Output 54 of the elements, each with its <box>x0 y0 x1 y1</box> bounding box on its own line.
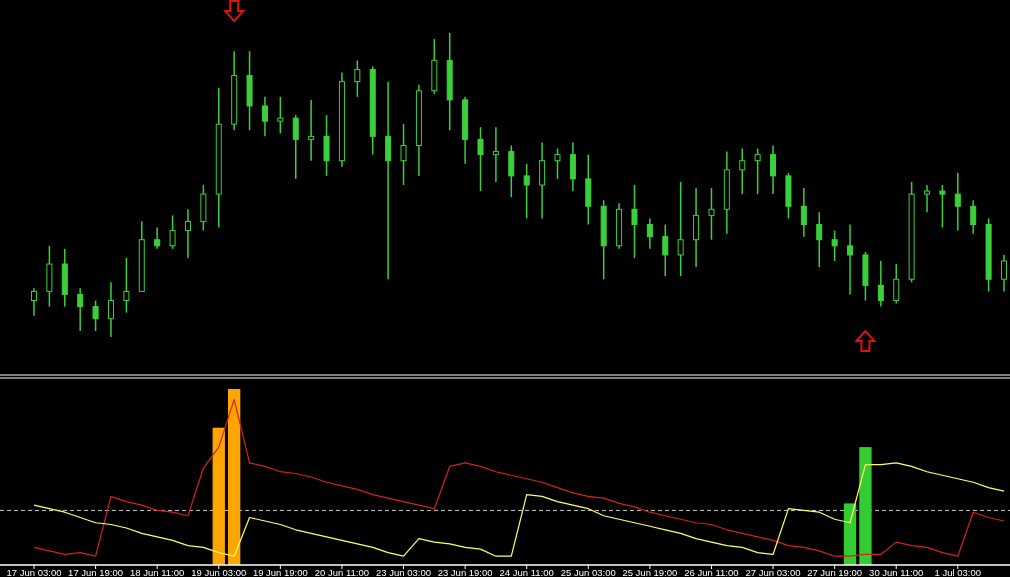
candlestick <box>677 181 684 277</box>
x-tick-label: 20 Jun 11:00 <box>314 567 370 577</box>
candlestick <box>184 208 191 259</box>
x-tick-label: 23 Jun 03:00 <box>376 567 431 577</box>
candlestick <box>954 172 961 232</box>
candlestick <box>31 287 37 317</box>
candlestick <box>800 187 807 238</box>
candlestick <box>107 281 114 338</box>
candlestick <box>169 214 176 250</box>
candlestick <box>477 126 484 192</box>
candlestick <box>92 299 99 332</box>
x-tick-label: 23 Jun 19:00 <box>437 567 493 577</box>
candlestick <box>123 257 130 314</box>
x-tick-label: 25 Jun 19:00 <box>622 567 678 577</box>
candlestick <box>739 147 746 195</box>
candlestick <box>77 287 84 332</box>
candlestick <box>816 211 823 268</box>
candlestick <box>831 229 838 262</box>
x-tick-label: 17 Jun 19:00 <box>68 567 124 577</box>
candlestick <box>277 96 284 135</box>
candlestick <box>631 184 638 259</box>
candlestick <box>523 162 530 220</box>
candlestick <box>708 187 715 241</box>
candlestick <box>261 96 268 138</box>
x-tick-label: 26 Jun 11:00 <box>684 567 739 577</box>
candlestick <box>970 199 977 235</box>
x-tick-label: 27 Jun 19:00 <box>807 567 863 577</box>
candlestick <box>754 147 761 195</box>
candlestick <box>492 126 499 183</box>
x-tick-label: 17 Jun 03:00 <box>6 567 62 577</box>
x-tick-label: 19 Jun 03:00 <box>191 567 247 577</box>
candlestick <box>400 123 407 186</box>
candlestick <box>1001 254 1007 293</box>
x-tick-label: 30 Jun 11:00 <box>869 567 924 577</box>
candlestick <box>770 144 777 195</box>
x-tick-label: 1 Jul 03:00 <box>934 567 982 577</box>
x-tick-label: 25 Jun 03:00 <box>560 567 616 577</box>
candlestick <box>847 223 854 296</box>
candlestick <box>662 223 669 277</box>
x-tick-label: 27 Jun 03:00 <box>745 567 801 577</box>
candlestick <box>308 99 315 162</box>
candlestick <box>154 226 161 250</box>
x-tick-label: 24 Jun 11:00 <box>499 567 554 577</box>
candlestick <box>354 59 361 98</box>
candlestick <box>893 263 900 305</box>
candlestick <box>924 184 931 214</box>
x-tick-label: 19 Jun 19:00 <box>252 567 308 577</box>
candlestick <box>646 217 653 250</box>
candlestick <box>292 114 299 180</box>
candlestick <box>939 184 946 229</box>
candlestick <box>877 260 884 308</box>
x-tick-label: 18 Jun 11:00 <box>130 567 185 577</box>
candlestick <box>385 80 392 280</box>
candlestick <box>554 147 561 180</box>
